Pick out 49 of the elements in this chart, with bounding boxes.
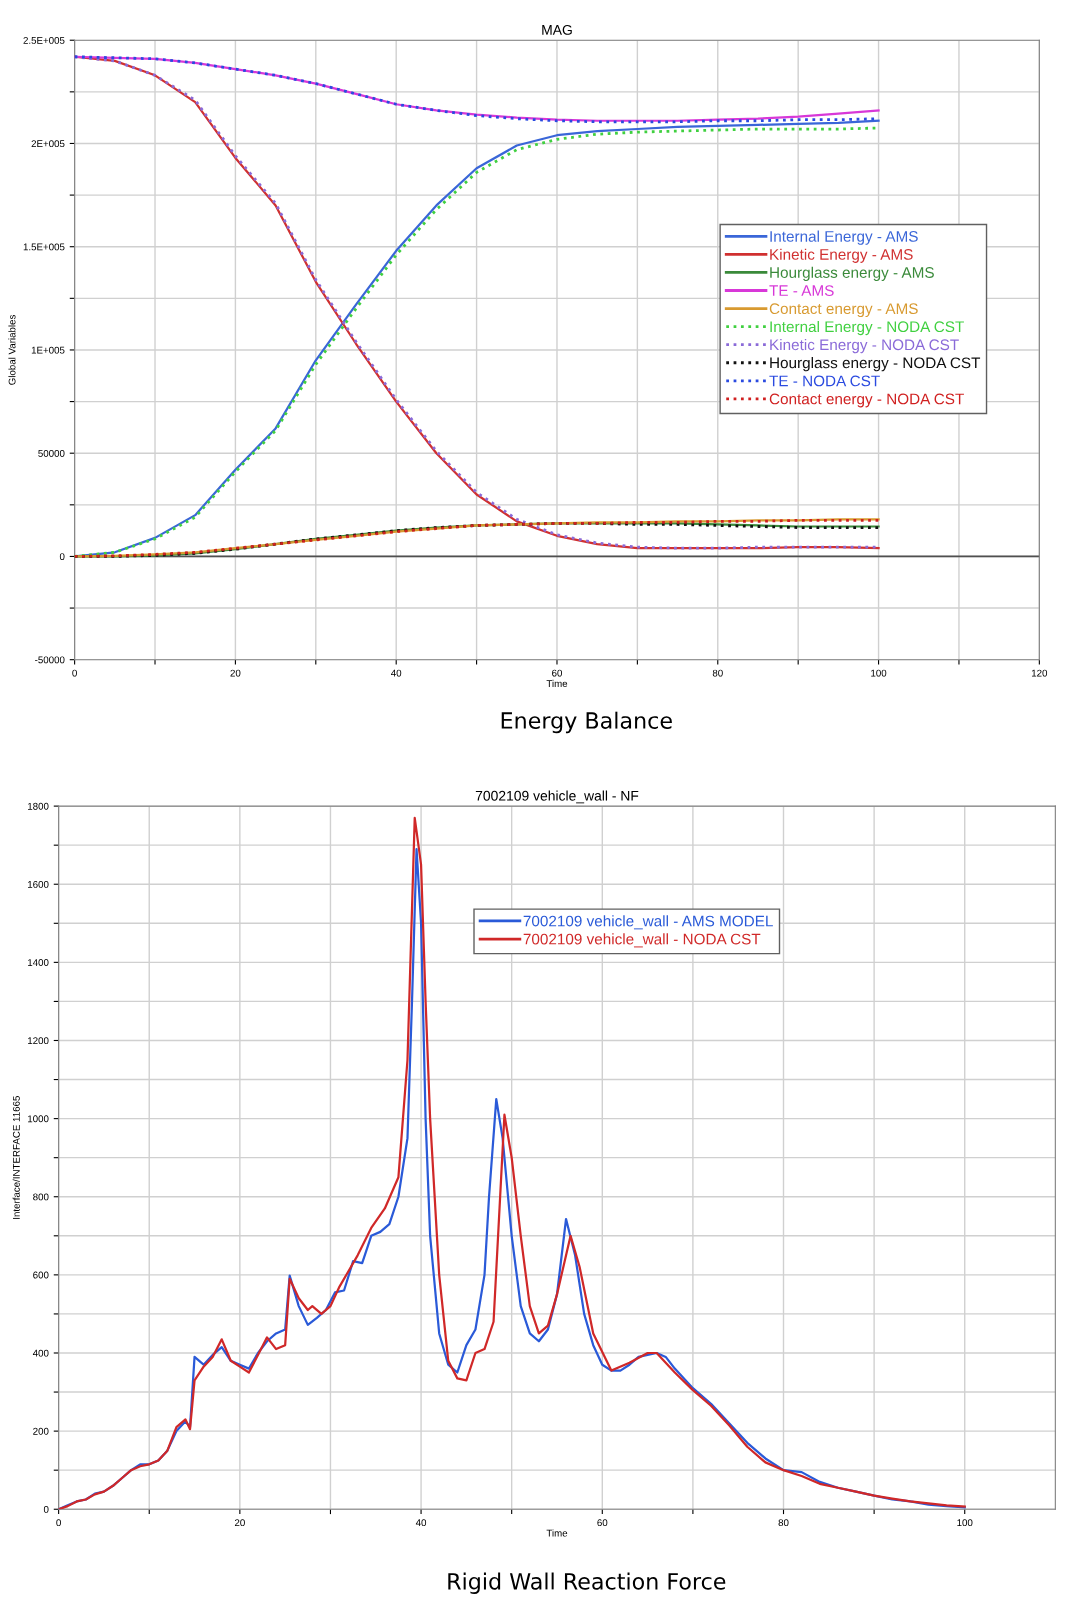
chart-title: 7002109 vehicle_wall - NF bbox=[475, 790, 639, 804]
text: Rigid Wall Reaction Force bbox=[448, 1572, 726, 1595]
x-tick-label: 120 bbox=[1031, 669, 1048, 677]
x-tick-label: 100 bbox=[957, 1519, 973, 1527]
y-tick-label: 1E+005 bbox=[31, 346, 65, 354]
legend-label: Hourglass energy - AMS bbox=[770, 266, 934, 281]
y-tick-label: 1.5E+005 bbox=[23, 243, 65, 251]
legend-label: 7002109 vehicle_wall - NODA CST bbox=[523, 933, 761, 948]
legend-label: Kinetic Energy - AMS bbox=[770, 248, 913, 263]
y-tick-label: 2E+005 bbox=[31, 140, 65, 148]
text: Energy Balance bbox=[501, 711, 672, 734]
y-tick-label: 0 bbox=[59, 553, 65, 561]
y-tick-label: 600 bbox=[33, 1271, 49, 1279]
x-tick-label: 20 bbox=[230, 669, 241, 677]
y-tick-label: 50000 bbox=[38, 449, 65, 457]
y-axis-title: Global Variables bbox=[8, 315, 16, 385]
legend-label: TE - AMS bbox=[769, 285, 834, 296]
x-tick-label: 40 bbox=[391, 669, 402, 677]
x-axis-title: Time bbox=[546, 1529, 568, 1537]
chart-title: MAG bbox=[542, 24, 572, 35]
x-tick-label: 0 bbox=[72, 669, 77, 677]
legend-label: Internal Energy - NODA CST bbox=[770, 320, 964, 336]
x-axis-title: Time bbox=[546, 679, 568, 688]
y-tick-label: 1600 bbox=[28, 880, 49, 888]
y-tick-label: 1800 bbox=[28, 802, 49, 810]
x-tick-label: 40 bbox=[415, 1519, 427, 1527]
y-tick-label: 1000 bbox=[28, 1115, 49, 1123]
legend-label: Contact energy - AMS bbox=[769, 303, 918, 318]
y-tick-label: -50000 bbox=[35, 656, 65, 664]
y-tick-label: 2.5E+005 bbox=[23, 36, 65, 44]
x-tick-label: 80 bbox=[712, 669, 723, 677]
y-tick-label: 1400 bbox=[28, 959, 49, 966]
legend-label: Internal Energy - AMS bbox=[770, 230, 918, 245]
x-tick-label: 60 bbox=[552, 669, 563, 677]
legend-label: Contact energy - NODA CST bbox=[769, 393, 964, 408]
legend-label: 7002109 vehicle_wall - AMS MODEL bbox=[523, 915, 773, 930]
x-tick-label: 80 bbox=[778, 1519, 789, 1527]
y-tick-label: 200 bbox=[33, 1427, 49, 1435]
x-tick-label: 100 bbox=[871, 669, 887, 677]
y-tick-label: 1200 bbox=[28, 1037, 49, 1045]
y-tick-label: 0 bbox=[43, 1505, 49, 1513]
legend-label: TE - NODA CST bbox=[769, 375, 880, 387]
y-tick-label: 800 bbox=[33, 1193, 49, 1201]
y-axis-title: Interface/INTERFACE 11665 bbox=[12, 1096, 20, 1219]
x-tick-label: 60 bbox=[597, 1519, 608, 1527]
legend-label: Hourglass energy - NODA CST bbox=[770, 357, 981, 372]
legend-label: Kinetic Energy - NODA CST bbox=[770, 338, 959, 354]
y-tick-label: 400 bbox=[32, 1349, 49, 1357]
x-tick-label: 20 bbox=[234, 1519, 245, 1527]
